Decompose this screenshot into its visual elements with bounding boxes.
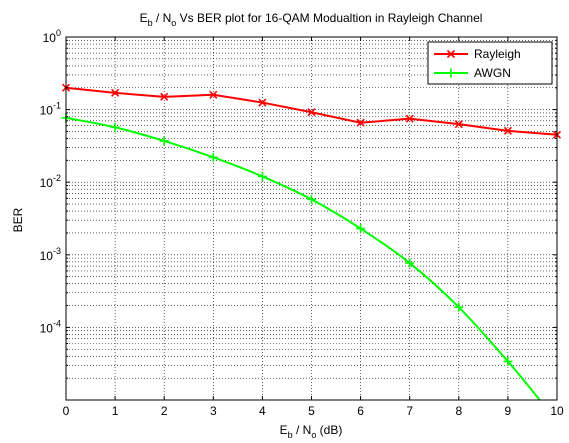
series-rayleigh <box>61 83 562 139</box>
chart-title: Eb / No Vs BER plot for 16-QAM Modualtio… <box>140 11 483 28</box>
legend: Rayleigh AWGN <box>427 41 553 85</box>
y-axis-label: BER <box>11 207 25 232</box>
data-point <box>160 92 169 101</box>
series-layer <box>61 83 562 401</box>
legend-box <box>427 41 553 85</box>
data-point <box>111 88 120 97</box>
data-point <box>307 194 316 204</box>
data-point <box>258 98 267 107</box>
y-tick-label: 10-1 <box>40 101 61 118</box>
x-tick-label: 7 <box>406 404 413 418</box>
data-point <box>405 258 415 268</box>
data-point <box>257 171 267 181</box>
legend-label: AWGN <box>474 66 511 80</box>
y-tick-label: 10-3 <box>40 246 61 263</box>
x-tick-label: 6 <box>357 404 364 418</box>
ticks: 0 1 2 3 4 5 6 7 8 9 10 100 10-1 10-2 10-3 10-4 <box>40 28 564 418</box>
x-tick-label: 9 <box>505 404 512 418</box>
x-tick-label: 4 <box>259 404 266 418</box>
data-point <box>110 122 120 132</box>
data-point <box>503 356 513 366</box>
x-tick-label: 2 <box>161 404 168 418</box>
data-point <box>503 126 512 135</box>
data-point <box>307 108 316 117</box>
y-tick-label: 10-4 <box>40 318 61 335</box>
data-point <box>209 90 218 99</box>
x-tick-label: 10 <box>550 404 564 418</box>
data-point <box>356 224 366 234</box>
grid <box>66 37 557 400</box>
x-axis-label: Eb / No (dB) <box>280 423 343 440</box>
data-point <box>454 302 464 312</box>
x-tick-label: 0 <box>63 404 70 418</box>
data-point <box>454 120 463 129</box>
data-point <box>446 49 456 59</box>
data-point <box>159 136 169 146</box>
y-tick-label: 10-2 <box>40 173 61 190</box>
data-point <box>356 118 365 127</box>
y-tick-label: 100 <box>43 28 61 45</box>
x-tick-label: 5 <box>308 404 315 418</box>
data-point <box>405 114 414 123</box>
data-point <box>208 152 218 162</box>
x-tick-label: 8 <box>455 404 462 418</box>
legend-label: Rayleigh <box>474 47 521 61</box>
data-point <box>446 68 456 78</box>
x-tick-label: 1 <box>112 404 119 418</box>
x-tick-label: 3 <box>210 404 217 418</box>
